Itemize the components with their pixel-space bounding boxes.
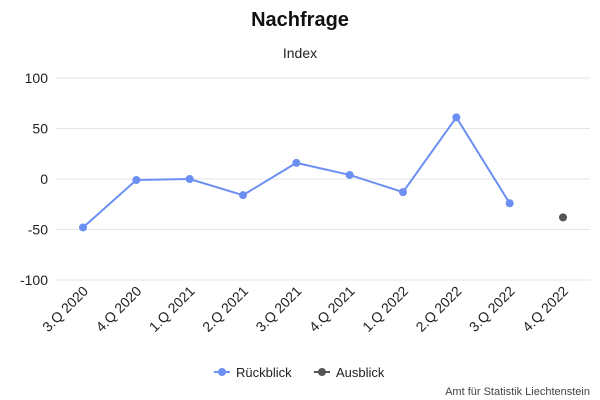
data-point	[505, 199, 514, 208]
legend-label[interactable]: Ausblick	[336, 365, 385, 380]
chart-subtitle: Index	[283, 45, 317, 61]
credit-text: Amt für Statistik Liechtenstein	[445, 386, 590, 398]
x-tick-label: 1.Q 2021	[146, 283, 198, 335]
y-tick-label: 0	[40, 171, 48, 187]
x-tick-label: 2.Q 2021	[199, 283, 251, 335]
y-tick-label: 100	[25, 70, 49, 86]
data-point	[345, 170, 354, 179]
legend-label[interactable]: Rückblick	[236, 365, 292, 380]
data-point	[185, 175, 194, 183]
x-tick-label: 1.Q 2022	[359, 283, 411, 335]
x-tick-label: 2.Q 2022	[412, 283, 464, 335]
data-point	[452, 113, 461, 122]
y-tick-label: -100	[20, 272, 48, 288]
legend-marker	[318, 368, 326, 376]
x-tick-label: 4.Q 2021	[306, 283, 358, 335]
x-tick-label: 3.Q 2020	[39, 283, 91, 335]
x-tick-label: 3.Q 2022	[466, 283, 518, 335]
legend-marker	[218, 368, 226, 376]
y-axis: 100 50 0 -50 -100	[20, 70, 48, 288]
data-point	[239, 191, 247, 200]
x-tick-label: 4.Q 2022	[519, 283, 571, 335]
data-point	[292, 158, 301, 167]
data-point	[79, 223, 87, 232]
y-tick-label: 50	[32, 121, 48, 137]
series-line	[82, 115, 511, 229]
y-tick-label: -50	[28, 222, 48, 238]
data-point	[559, 213, 567, 222]
series-group	[79, 113, 567, 232]
x-axis: 3.Q 2020 4.Q 2020 1.Q 2021 2.Q 2021 3.Q 2021…	[39, 283, 571, 335]
data-point	[399, 188, 407, 197]
x-tick-label: 4.Q 2020	[92, 283, 144, 335]
data-point	[132, 176, 141, 185]
chart-title: Nachfrage	[251, 9, 349, 31]
legend: Rückblick Ausblick	[214, 365, 385, 380]
x-tick-label: 3.Q 2021	[252, 283, 304, 335]
